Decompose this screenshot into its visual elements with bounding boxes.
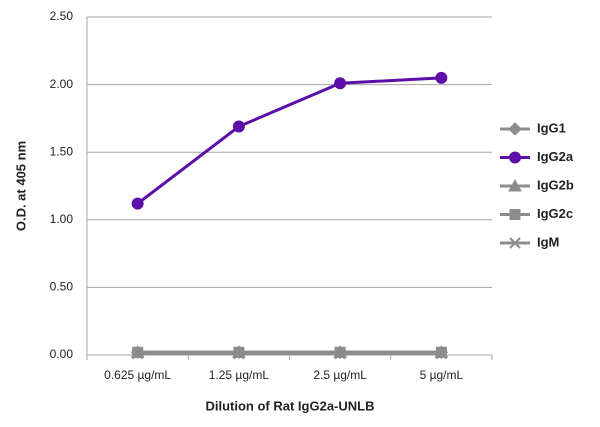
legend-marker	[508, 122, 522, 136]
point	[233, 347, 245, 360]
x-tick-label: 0.625 µg/mL	[104, 368, 171, 382]
y-tick-label: 2.00	[50, 77, 74, 91]
y-tick-label: 0.00	[50, 347, 74, 361]
x-tick-label: 1.25 µg/mL	[209, 368, 270, 382]
point	[334, 77, 347, 90]
y-tick-label: 1.50	[50, 144, 74, 158]
point	[232, 120, 245, 133]
x-tick-label: 2.5 µg/mL	[313, 368, 367, 382]
legend-label: IgG2c	[537, 206, 573, 221]
legend-label: IgM	[537, 234, 559, 249]
point	[131, 197, 144, 210]
y-tick-label: 1.00	[50, 212, 74, 226]
legend-marker	[509, 151, 521, 164]
legend-marker	[509, 237, 521, 249]
legend-marker	[508, 178, 522, 192]
legend-label: IgG1	[537, 120, 566, 135]
point	[131, 347, 144, 360]
point	[435, 347, 448, 360]
y-tick-label: 2.50	[50, 9, 74, 23]
x-axis-title: Dilution of Rat IgG2a-UNLB	[206, 398, 375, 413]
legend-label: IgG2b	[537, 177, 574, 192]
legend-marker	[509, 209, 521, 220]
x-tick-label: 5 µg/mL	[420, 368, 464, 382]
legend-label: IgG2a	[537, 149, 574, 164]
y-tick-label: 0.50	[50, 280, 74, 294]
point	[334, 347, 346, 360]
series-line	[136, 76, 442, 205]
y-axis-title: O.D. at 405 nm	[13, 141, 28, 231]
point	[435, 71, 448, 84]
